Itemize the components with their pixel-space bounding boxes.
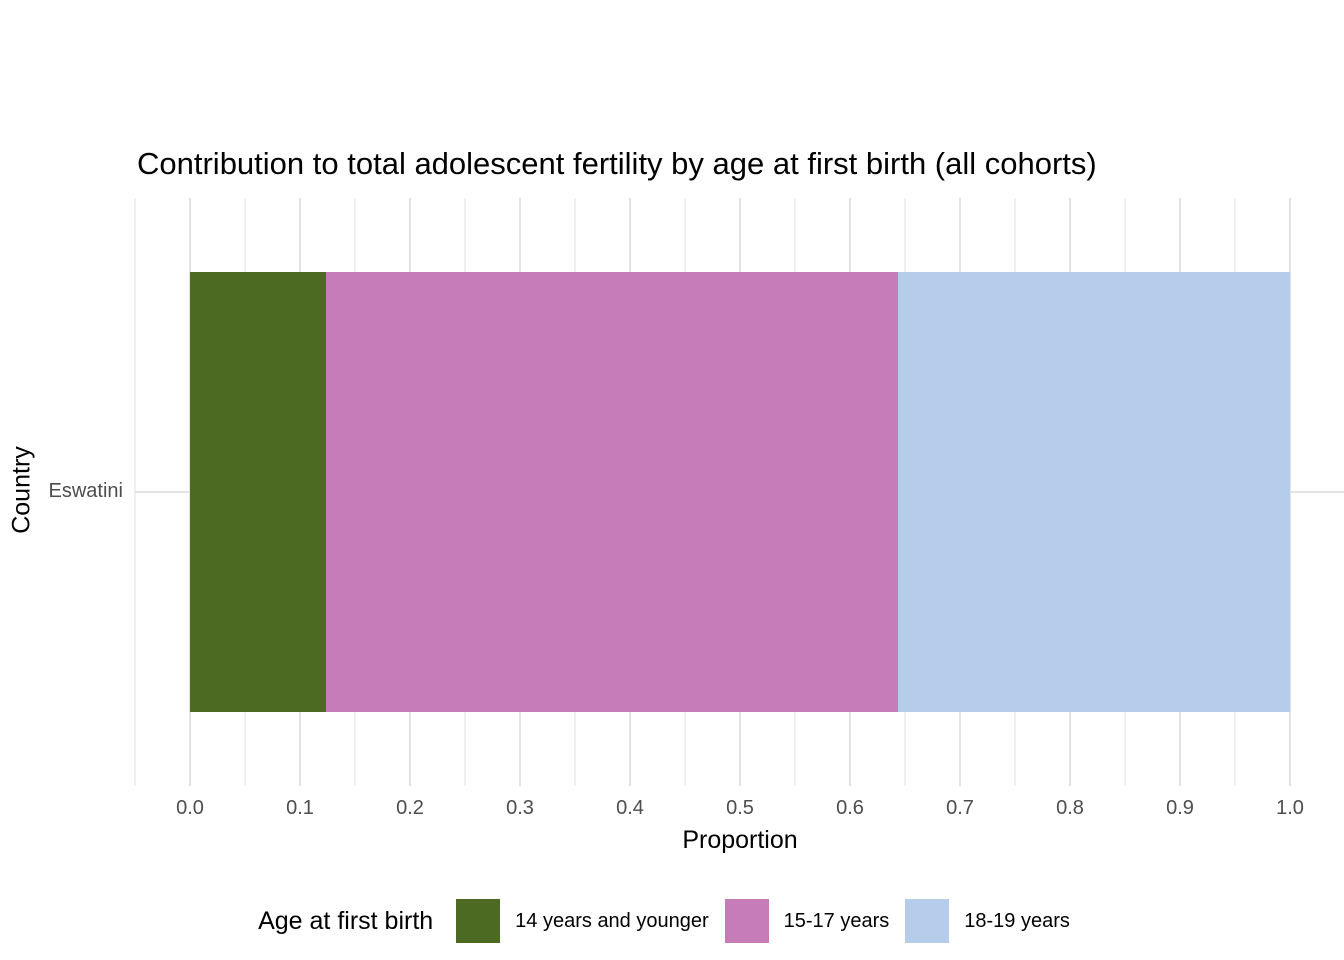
x-tick-label: 1.0 [1276, 797, 1304, 819]
legend-item-label: 14 years and younger [515, 909, 709, 932]
bar-segment-14-years-and-younger [190, 272, 327, 712]
legend-item: 14 years and younger [456, 899, 709, 943]
legend-item-label: 15-17 years [783, 909, 890, 932]
x-tick-label: 0.7 [946, 797, 974, 819]
legend-item: 15-17 years [724, 899, 890, 943]
plot-panel [134, 198, 1344, 786]
x-tick-label: 0.8 [1056, 797, 1084, 819]
x-tick-label: 0.0 [176, 797, 204, 819]
legend-item-label: 18-19 years [964, 909, 1070, 932]
x-tick-label: 0.5 [726, 797, 754, 819]
y-axis-title: Country [7, 446, 36, 534]
x-tick-label: 0.1 [286, 797, 314, 819]
legend-key-swatch-icon [456, 899, 501, 943]
x-tick-label: 0.6 [836, 797, 864, 819]
x-tick-label: 0.4 [616, 797, 644, 819]
bar-segment-15-17-years [326, 272, 899, 712]
legend-key-swatch-icon [724, 899, 769, 943]
x-tick-label: 0.3 [506, 797, 534, 819]
y-tick-label-eswatini: Eswatini [48, 480, 123, 502]
chart-title: Contribution to total adolescent fertili… [137, 146, 1097, 181]
x-tick-label: 0.9 [1166, 797, 1194, 819]
legend-key-swatch-icon [905, 899, 950, 943]
x-axis-title: Proportion [682, 826, 798, 854]
bar-segment-18-19-years [898, 272, 1290, 712]
legend: Age at first birth 14 years and younger … [0, 898, 1344, 944]
x-tick-label: 0.2 [396, 797, 424, 819]
legend-item: 18-19 years [905, 899, 1070, 943]
legend-title: Age at first birth [258, 906, 434, 935]
